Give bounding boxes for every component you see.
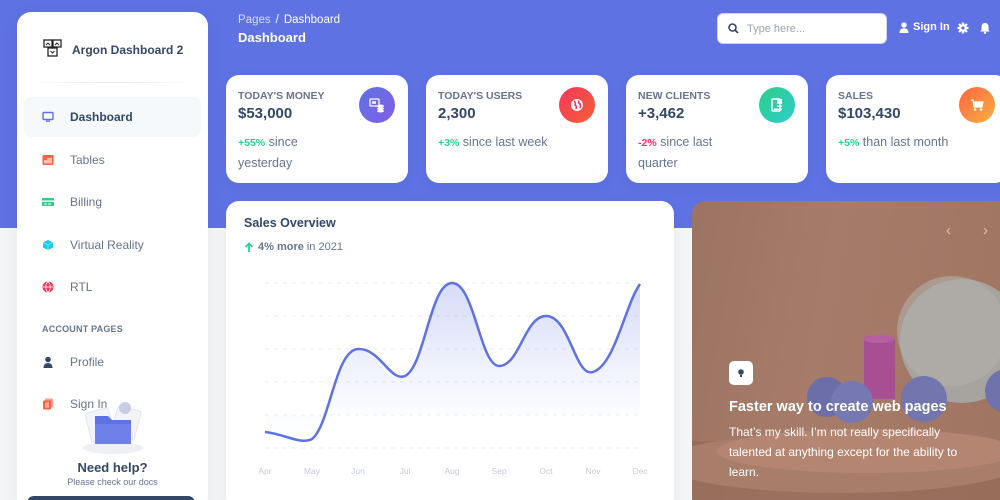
stat-value: $103,430	[838, 105, 901, 122]
stat-label: Sales	[838, 90, 874, 102]
stat-value: +3,462	[638, 105, 685, 122]
stat-card-todays-users: Today's Users 2,300 +3% since last week	[426, 75, 608, 183]
sidebar-item-virtual-reality[interactable]: Virtual Reality	[24, 225, 201, 265]
x-axis-label: Dec	[632, 466, 648, 476]
x-axis-label: Oct	[539, 466, 553, 476]
world-icon	[559, 87, 595, 123]
stat-change-suffix: since yesterday	[238, 135, 298, 170]
bell-icon[interactable]	[979, 22, 991, 34]
stat-value: 2,300	[438, 105, 476, 122]
calendar-grid-icon	[42, 154, 54, 166]
stat-label: New Clients	[638, 90, 711, 102]
sales-overview-title: Sales Overview	[244, 216, 336, 230]
help-subtitle: Please check our docs	[67, 477, 158, 487]
search-icon	[728, 23, 739, 34]
paper-diploma-icon	[759, 87, 795, 123]
sidebar-item-label: RTL	[70, 280, 93, 294]
sidebar-nav: Dashboard Tables Billing Virtual Reality…	[17, 97, 208, 424]
sidebar-item-dashboard[interactable]: Dashboard	[24, 97, 201, 137]
sidebar-item-label: Billing	[70, 195, 103, 209]
stat-label: Today's Users	[438, 90, 523, 102]
search-input[interactable]	[747, 22, 867, 35]
stat-change: +3% since last week	[438, 132, 553, 153]
sidebar-item-rtl[interactable]: RTL	[24, 267, 201, 307]
x-axis-label: Apr	[258, 466, 272, 476]
breadcrumb: Pages / Dashboard	[238, 14, 340, 26]
tv-icon	[42, 111, 54, 123]
x-axis-label: May	[303, 466, 321, 476]
user-icon	[899, 21, 909, 33]
brand[interactable]: Argon Dashboard 2	[17, 12, 208, 70]
carousel-next-button[interactable]: ›	[983, 222, 988, 239]
world-icon	[42, 281, 54, 293]
sidebar-item-label: Sign In	[70, 397, 108, 411]
stat-card-sales: Sales $103,430 +5% than last month	[826, 75, 1000, 183]
search-box[interactable]	[717, 13, 887, 44]
stat-change-suffix: than last month	[862, 135, 949, 149]
carousel-prev-button[interactable]: ‹	[946, 222, 951, 239]
stat-change-percent: -2%	[638, 137, 657, 149]
brand-name: Argon Dashboard 2	[72, 43, 184, 57]
gear-icon[interactable]	[957, 22, 969, 34]
stat-card-new-clients: New Clients +3,462 -2% since last quarte…	[626, 75, 808, 183]
sales-period: in 2021	[306, 241, 343, 253]
stat-change-suffix: since last quarter	[638, 135, 713, 170]
sales-highlight: 4% more	[258, 241, 304, 253]
cube-icon	[42, 239, 54, 251]
divider	[31, 82, 194, 83]
help-title: Need help?	[77, 460, 148, 475]
arrow-up-icon	[244, 241, 254, 252]
page-title: Dashboard	[238, 30, 306, 45]
breadcrumb-current: Dashboard	[283, 14, 341, 26]
money-coins-icon	[359, 87, 395, 123]
breadcrumb-separator: /	[275, 14, 279, 26]
sidebar-item-profile[interactable]: Profile	[24, 342, 201, 382]
x-axis-label: Jul	[399, 466, 411, 476]
user-icon	[42, 356, 54, 368]
carousel-text: That’s my skill. I’m not really specific…	[729, 425, 958, 479]
sidebar-item-label: Dashboard	[70, 110, 133, 124]
stat-change-percent: +55%	[238, 137, 266, 149]
stat-card-todays-money: Today's Money $53,000 +55% since yesterd…	[226, 75, 408, 183]
copy-icon	[42, 398, 54, 410]
folder-illustration-icon	[78, 398, 148, 458]
documentation-button[interactable]	[27, 496, 195, 500]
sign-in-link[interactable]: Sign In	[899, 21, 950, 33]
x-axis-label: Jun	[351, 466, 365, 476]
sales-overview-subtitle: 4% more in 2021	[244, 241, 343, 253]
sidebar-item-tables[interactable]: Tables	[24, 140, 201, 180]
x-axis-label: Nov	[585, 466, 601, 476]
sidebar-item-billing[interactable]: Billing	[24, 182, 201, 222]
carousel-scene-image	[692, 276, 1000, 500]
cart-icon	[959, 87, 995, 123]
credit-card-icon	[42, 196, 54, 208]
stat-label: Today's Money	[238, 90, 325, 102]
sidebar-item-label: Profile	[70, 354, 105, 369]
stat-change-percent: +3%	[438, 137, 460, 149]
carousel-title: Faster way to create web pages	[729, 399, 947, 415]
stat-change-percent: +5%	[838, 137, 860, 149]
carousel: ‹ › Faster way to create web pages That’…	[692, 201, 1000, 500]
lightbulb-icon	[729, 361, 753, 385]
sidebar-item-label: Virtual Reality	[70, 237, 144, 252]
sales-overview-card: Sales Overview 4% more in 2021	[226, 201, 674, 500]
sidebar-item-sign-in[interactable]: Sign In	[24, 384, 201, 424]
sidebar: Argon Dashboard 2 Dashboard Tables Billi…	[17, 12, 208, 500]
stat-change: +55% since yesterday	[238, 132, 353, 173]
x-axis-label: Sep	[491, 466, 507, 476]
stat-change-suffix: since last week	[462, 135, 548, 149]
stat-value: $53,000	[238, 105, 293, 122]
help-card: Need help? Please check our docs	[17, 398, 208, 487]
account-pages-heading: ACCOUNT PAGES	[42, 323, 123, 334]
stat-change: +5% than last month	[838, 132, 953, 153]
logo-icon	[43, 39, 62, 57]
stat-change: -2% since last quarter	[638, 132, 753, 173]
breadcrumb-parent[interactable]: Pages	[238, 14, 271, 26]
sign-in-label: Sign In	[913, 21, 950, 33]
sidebar-item-label: Tables	[70, 152, 105, 167]
x-axis-label: Aug	[444, 466, 460, 476]
